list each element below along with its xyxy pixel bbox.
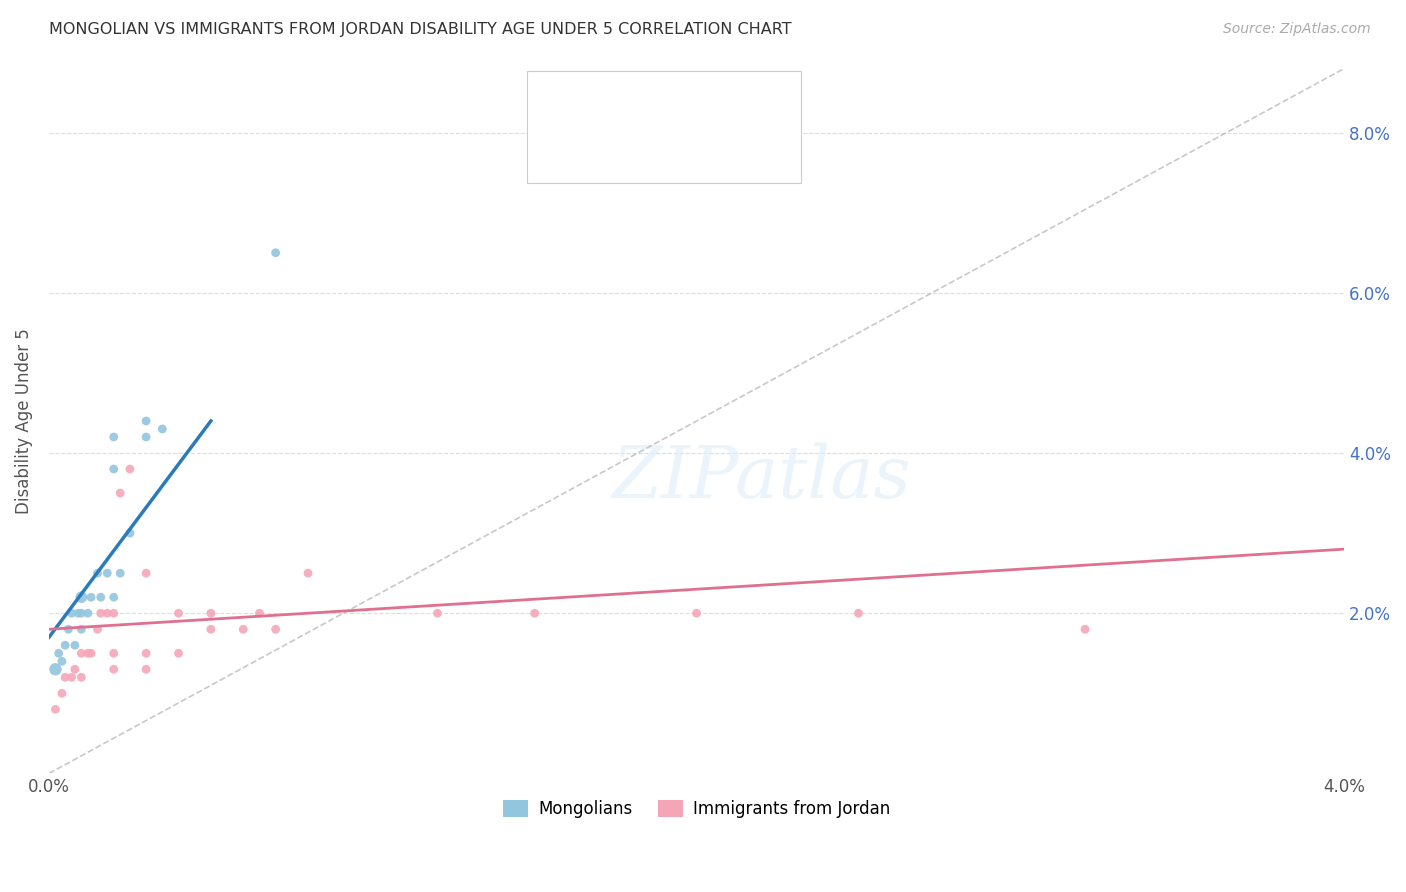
Point xyxy=(264,245,287,260)
Text: 0.177: 0.177 xyxy=(613,128,665,145)
Point xyxy=(232,622,254,636)
Point xyxy=(523,606,546,620)
Legend: Mongolians, Immigrants from Jordan: Mongolians, Immigrants from Jordan xyxy=(496,794,897,825)
Point xyxy=(90,591,112,605)
Text: 25: 25 xyxy=(703,92,725,110)
Point xyxy=(426,606,449,620)
Point xyxy=(200,622,222,636)
Point xyxy=(76,606,98,620)
Text: 33: 33 xyxy=(703,128,727,145)
Point xyxy=(80,591,103,605)
Point xyxy=(108,486,131,500)
Point xyxy=(63,662,86,676)
Point xyxy=(1074,622,1097,636)
Point xyxy=(70,670,93,684)
Point xyxy=(167,606,190,620)
Point xyxy=(76,646,98,660)
Point xyxy=(103,606,125,620)
Point xyxy=(297,566,319,581)
Point xyxy=(135,566,157,581)
Text: ZIPatlas: ZIPatlas xyxy=(612,442,911,513)
Point xyxy=(53,638,76,652)
Point xyxy=(103,430,125,444)
Point xyxy=(44,702,66,716)
Point xyxy=(200,606,222,620)
Point xyxy=(249,606,271,620)
Point xyxy=(108,566,131,581)
Point xyxy=(118,526,141,541)
Point xyxy=(51,686,73,700)
Point xyxy=(51,654,73,668)
Text: N =: N = xyxy=(669,92,706,110)
Point xyxy=(150,422,173,436)
Y-axis label: Disability Age Under 5: Disability Age Under 5 xyxy=(15,328,32,514)
Point xyxy=(90,606,112,620)
Point xyxy=(86,566,108,581)
Point xyxy=(103,662,125,676)
Point xyxy=(848,606,870,620)
Point xyxy=(48,646,70,660)
Text: R =: R = xyxy=(576,128,617,145)
Text: Source: ZipAtlas.com: Source: ZipAtlas.com xyxy=(1223,22,1371,37)
Point xyxy=(96,566,118,581)
Point xyxy=(58,622,80,636)
Text: N =: N = xyxy=(669,128,706,145)
Point xyxy=(60,670,83,684)
Point xyxy=(96,606,118,620)
Point xyxy=(135,430,157,444)
Text: MONGOLIAN VS IMMIGRANTS FROM JORDAN DISABILITY AGE UNDER 5 CORRELATION CHART: MONGOLIAN VS IMMIGRANTS FROM JORDAN DISA… xyxy=(49,22,792,37)
Point xyxy=(70,622,93,636)
Point xyxy=(264,622,287,636)
Point xyxy=(135,662,157,676)
Point xyxy=(135,646,157,660)
Point xyxy=(103,462,125,476)
Point xyxy=(685,606,707,620)
Point xyxy=(70,591,93,605)
Point xyxy=(63,638,86,652)
Point xyxy=(103,646,125,660)
Text: R =: R = xyxy=(576,92,613,110)
Point xyxy=(70,606,93,620)
Point xyxy=(67,606,90,620)
Point xyxy=(70,646,93,660)
Text: 0.544: 0.544 xyxy=(613,92,665,110)
Point xyxy=(80,646,103,660)
Text: ■: ■ xyxy=(546,91,565,111)
Point xyxy=(103,591,125,605)
Point xyxy=(60,606,83,620)
Point xyxy=(86,622,108,636)
Point xyxy=(53,670,76,684)
Text: ■: ■ xyxy=(546,127,565,146)
Point xyxy=(135,414,157,428)
Point xyxy=(167,646,190,660)
Point xyxy=(118,462,141,476)
Point xyxy=(44,662,66,676)
